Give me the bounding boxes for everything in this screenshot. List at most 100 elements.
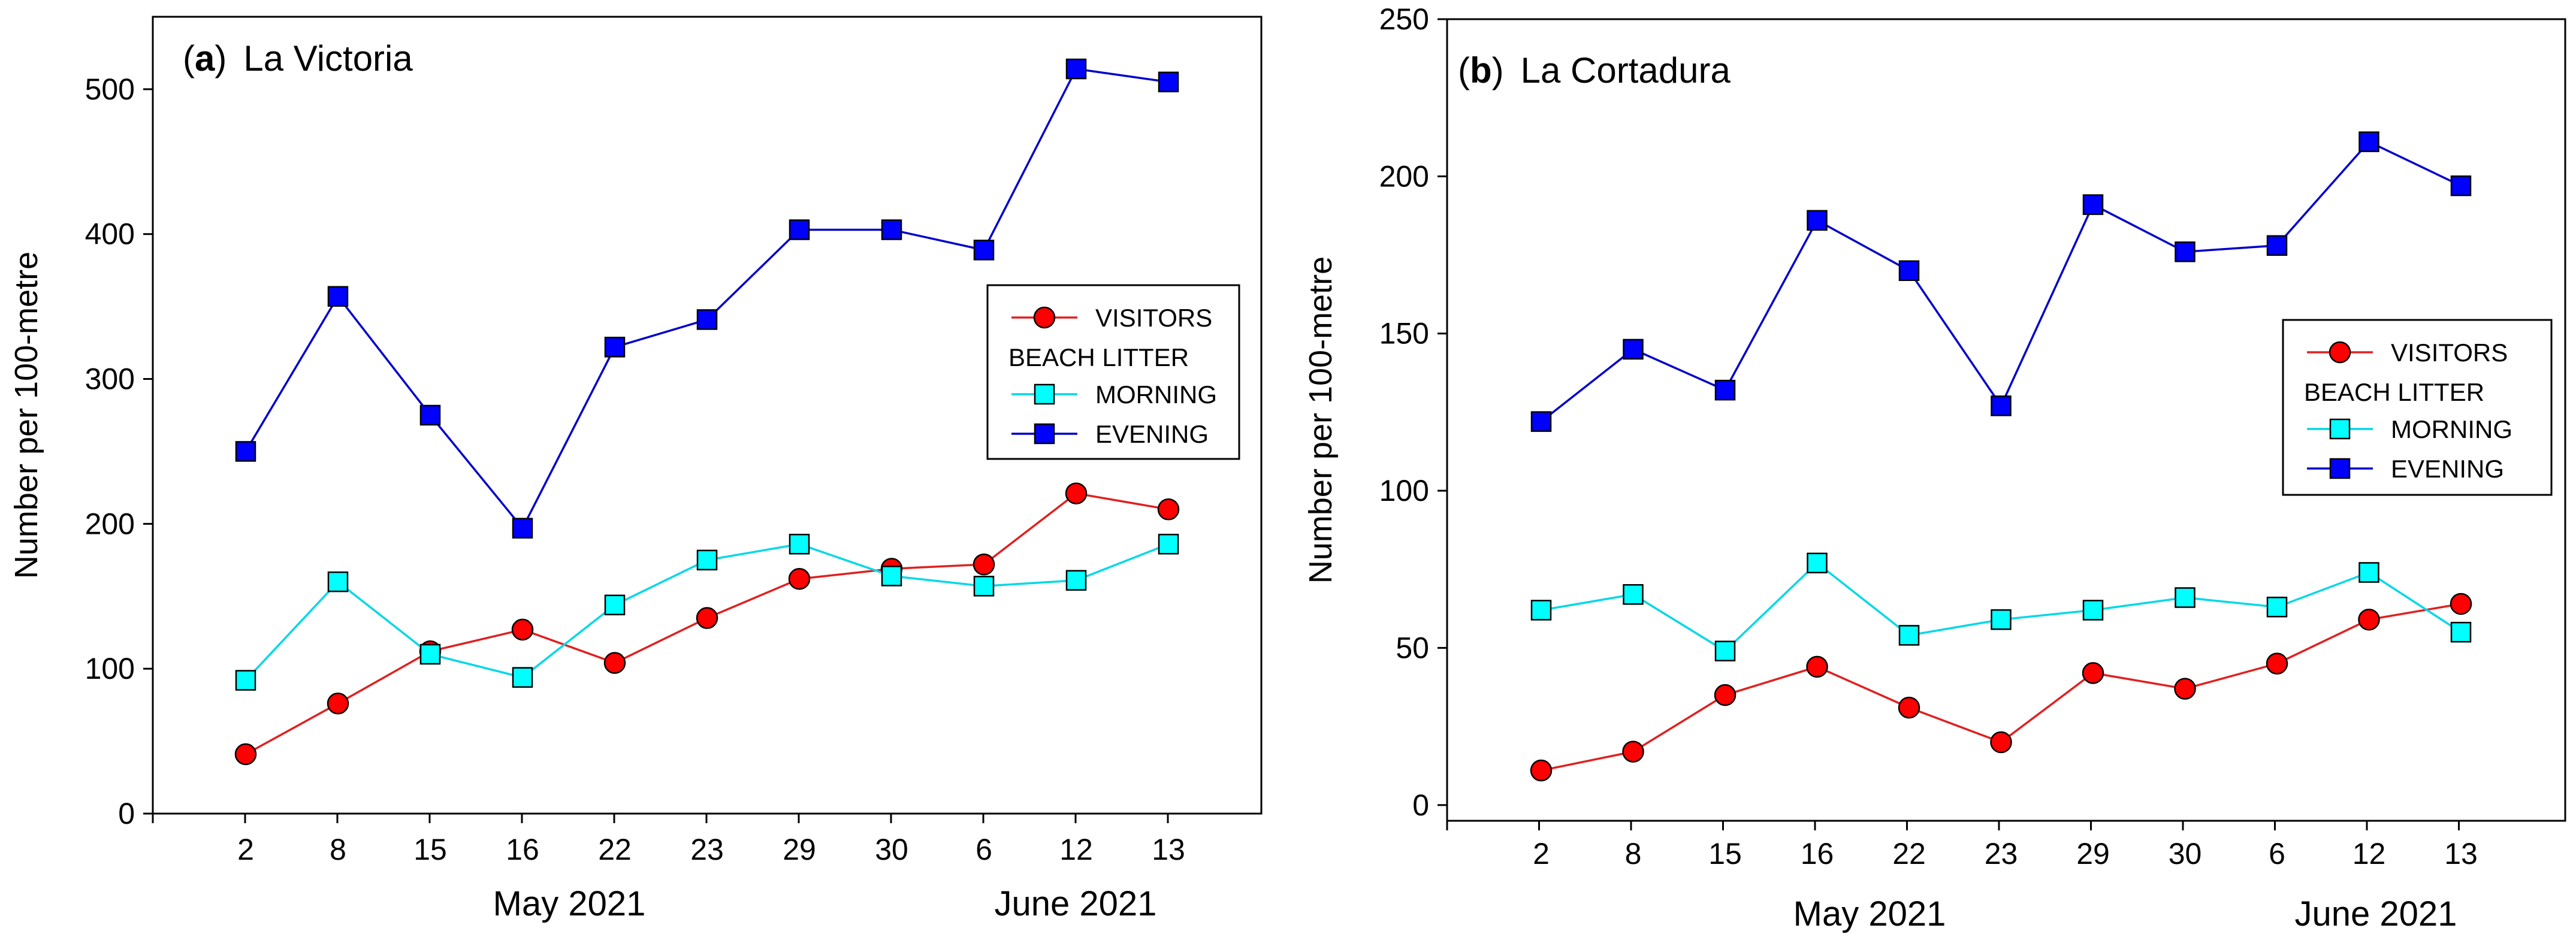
panel-letter: a — [195, 38, 215, 78]
y-tick-label: 100 — [1379, 474, 1429, 507]
data-point-morning — [1623, 584, 1644, 605]
data-point-morning — [604, 594, 626, 616]
y-tick-label: 200 — [1379, 159, 1429, 193]
data-point-evening — [1991, 395, 2012, 416]
month-label: May 2021 — [493, 884, 646, 923]
y-tick-label: 50 — [1396, 631, 1429, 664]
data-point-visitors — [1065, 482, 1088, 504]
data-point-evening — [1065, 58, 1087, 80]
x-tick-label: 30 — [875, 833, 908, 866]
x-tick-label: 16 — [506, 833, 539, 866]
x-tick-label: 29 — [783, 833, 816, 866]
data-point-morning — [789, 533, 810, 555]
panel-name: La Cortadura — [1521, 50, 1731, 90]
data-point-evening — [2450, 175, 2472, 197]
data-point-evening — [696, 309, 718, 330]
y-tick-label: 500 — [85, 72, 135, 106]
data-point-morning — [512, 667, 533, 688]
data-point-evening — [2175, 241, 2196, 262]
legend-box — [2282, 319, 2553, 496]
x-tick-label: 12 — [1059, 833, 1093, 866]
data-point-morning — [1065, 570, 1087, 591]
data-point-evening — [789, 219, 810, 240]
x-tick-label: 29 — [2076, 837, 2110, 871]
data-point-visitors — [234, 743, 257, 766]
x-tick-label: 30 — [2169, 837, 2202, 871]
x-tick-label: 6 — [976, 833, 992, 866]
data-point-evening — [1807, 210, 1828, 231]
data-point-evening — [973, 240, 995, 261]
panel-paren-close: ) — [215, 38, 227, 78]
plot-frame — [1446, 18, 2566, 822]
data-point-evening — [327, 286, 349, 307]
x-tick-label: 8 — [1625, 837, 1642, 871]
panel-a-la-victoria: 0 100 200 300 400 500 2 8 15 16 22 23 29 30 6 12 13 May 2… — [8, 16, 1263, 923]
y-tick-label: 400 — [85, 217, 135, 251]
legend-marker-morning — [1034, 383, 1055, 405]
data-point-evening — [2358, 131, 2379, 152]
data-point-visitors — [696, 607, 718, 629]
data-point-morning — [1158, 533, 1179, 555]
data-point-visitors — [1714, 684, 1737, 706]
data-point-morning — [2082, 600, 2104, 621]
legend-label-visitors: VISITORS — [1095, 304, 1212, 332]
legend-box — [986, 284, 1240, 460]
y-tick-label: 0 — [1412, 788, 1429, 822]
x-tick-label: 22 — [1892, 837, 1926, 871]
data-point-visitors — [1530, 759, 1553, 782]
data-point-visitors — [1157, 498, 1180, 521]
data-point-visitors — [603, 652, 626, 674]
panel-b-la-cortadura: 0 50 100 150 200 250 2 8 15 16 22 23 29 30 6 12 13 May 20… — [1303, 2, 2566, 933]
y-tick-label: 300 — [85, 362, 135, 396]
x-tick-label: 23 — [690, 833, 724, 866]
data-point-visitors — [2174, 678, 2196, 700]
x-tick-label: 6 — [2269, 837, 2285, 871]
legend-marker-morning — [2329, 418, 2351, 440]
legend-heading: BEACH LITTER — [2304, 378, 2484, 406]
data-point-morning — [1530, 600, 1552, 621]
x-tick-label: 13 — [1152, 833, 1185, 866]
data-point-morning — [235, 670, 256, 691]
data-point-morning — [327, 571, 349, 593]
legend: VISITORS BEACH LITTER MORNING EVENING — [2282, 319, 2553, 496]
panel-name: La Victoria — [243, 38, 413, 78]
panel-title: (a) La Victoria — [183, 38, 413, 78]
data-point-visitors — [2450, 593, 2472, 615]
data-point-visitors — [2082, 662, 2104, 684]
panel-title: (b) La Cortadura — [1458, 50, 1731, 90]
data-point-evening — [1714, 379, 1736, 401]
panel-paren-close: ) — [1492, 50, 1504, 90]
data-point-visitors — [1990, 731, 2012, 754]
x-tick-label: 2 — [1533, 837, 1550, 871]
panel-paren-open: ( — [183, 38, 195, 78]
x-tick-label: 13 — [2444, 837, 2478, 871]
y-tick-label: 150 — [1379, 317, 1429, 350]
data-point-evening — [235, 441, 256, 462]
data-point-morning — [696, 549, 718, 571]
x-tick-label: 15 — [413, 833, 447, 866]
x-tick-label: 16 — [1801, 837, 1834, 871]
data-point-morning — [881, 566, 902, 587]
data-point-evening — [1898, 260, 1920, 282]
x-tick-label: 22 — [598, 833, 632, 866]
data-point-visitors — [973, 553, 995, 576]
data-point-morning — [2450, 621, 2472, 643]
legend-marker-visitors — [2329, 341, 2351, 364]
data-point-morning — [2358, 562, 2379, 583]
panel-paren-open: ( — [1458, 50, 1470, 90]
y-axis-label: Number per 100-metre — [1303, 256, 1339, 584]
month-label: May 2021 — [1793, 894, 1946, 933]
x-tick-label: 2 — [237, 833, 254, 866]
y-tick-label: 200 — [85, 507, 135, 540]
data-point-morning — [2266, 596, 2288, 618]
data-point-visitors — [2266, 652, 2288, 675]
data-point-evening — [512, 518, 533, 539]
y-axis-label: Number per 100-metre — [8, 252, 44, 579]
legend-label-evening: EVENING — [2391, 455, 2504, 483]
legend-marker-evening — [1034, 423, 1055, 445]
data-point-evening — [2082, 194, 2104, 215]
x-tick-label: 23 — [1985, 837, 2018, 871]
y-tick-label: 250 — [1379, 2, 1429, 36]
data-point-evening — [604, 337, 626, 358]
